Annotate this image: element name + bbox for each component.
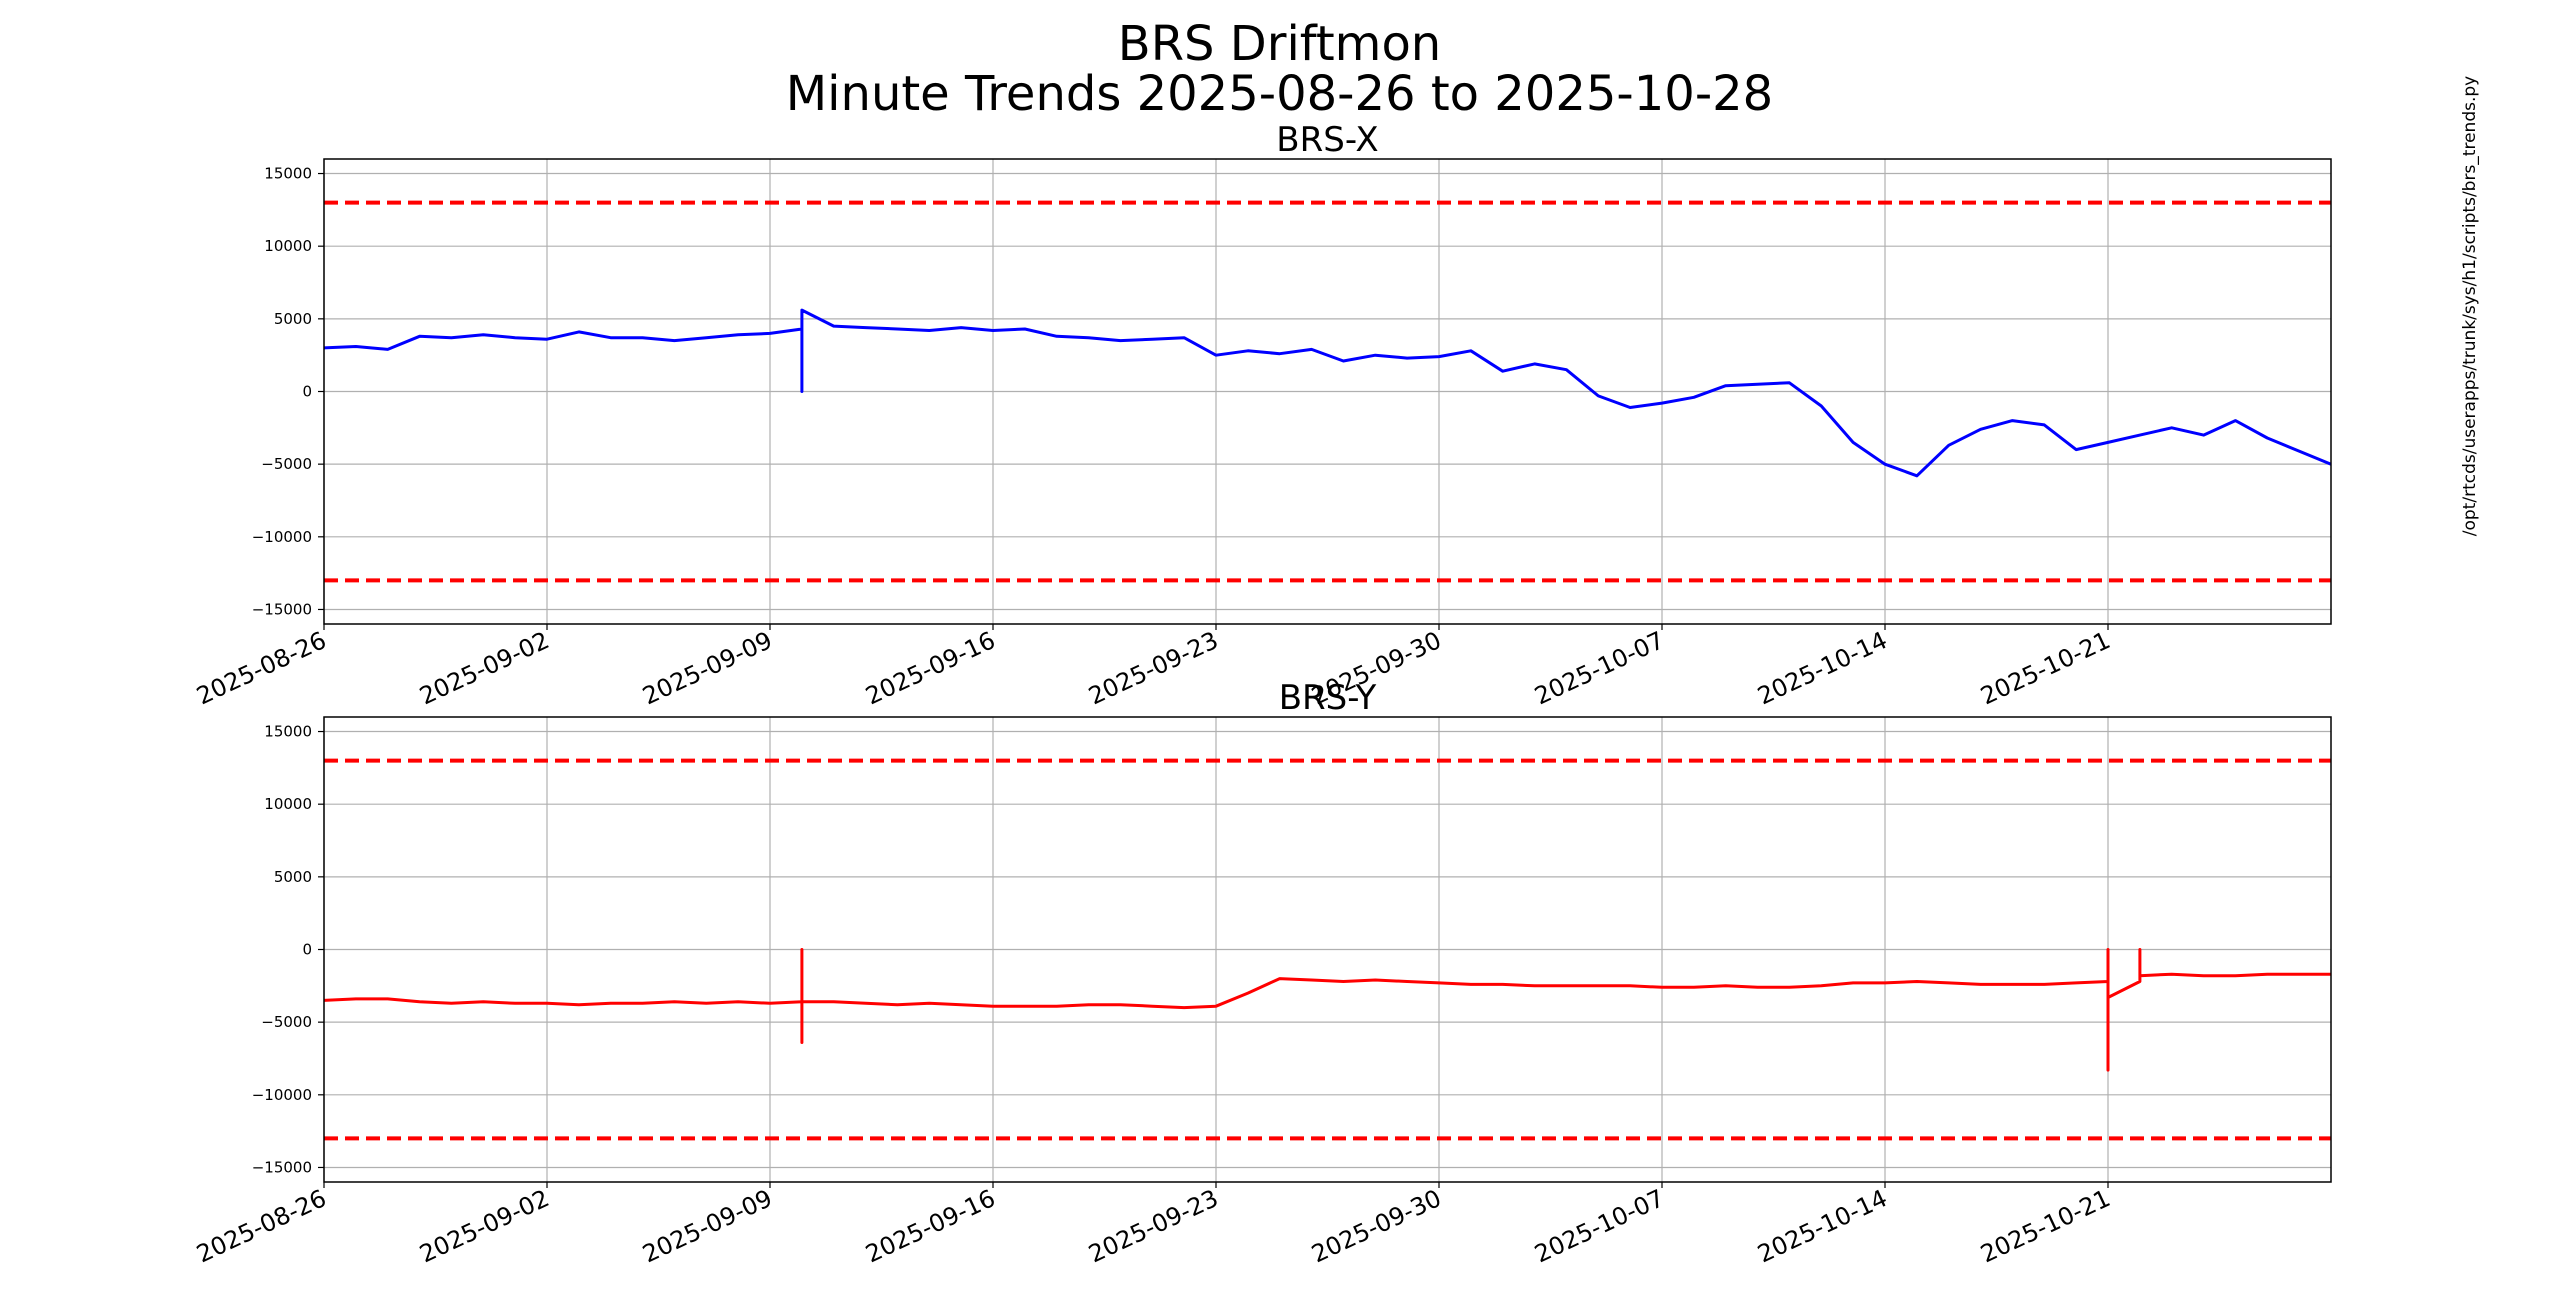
- x-tick-label: 2025-09-23: [1084, 626, 1222, 710]
- y-tick-label: 15000: [264, 723, 312, 741]
- figure-title-line2: Minute Trends 2025-08-26 to 2025-10-28: [785, 66, 1774, 122]
- x-tick-label: 2025-09-09: [638, 626, 776, 710]
- series-line: [324, 948, 2331, 1072]
- x-tick-label: 2025-09-16: [861, 1184, 999, 1268]
- x-tick-label: 2025-09-16: [861, 626, 999, 710]
- y-tick-label: 0: [302, 941, 312, 959]
- series-line: [324, 308, 2331, 478]
- y-tick-label: −5000: [261, 455, 312, 473]
- y-tick-label: 5000: [274, 868, 312, 886]
- panel-title: BRS-X: [1276, 120, 1378, 160]
- y-tick-label: 10000: [264, 237, 312, 255]
- x-tick-label: 2025-09-30: [1307, 1184, 1445, 1268]
- x-tick-label: 2025-10-14: [1753, 1184, 1891, 1268]
- x-tick-label: 2025-10-21: [1976, 1184, 2114, 1268]
- panel-title: BRS-Y: [1279, 678, 1377, 718]
- y-tick-label: −15000: [252, 1158, 312, 1176]
- x-tick-label: 2025-10-07: [1530, 626, 1668, 710]
- axes-frame: [323, 716, 2332, 1183]
- axes-frame: [323, 158, 2332, 625]
- x-tick-label: 2025-09-02: [415, 1184, 553, 1268]
- x-tick-label: 2025-10-21: [1976, 626, 2114, 710]
- x-tick-label: 2025-08-26: [192, 626, 330, 710]
- figure-title-line1: BRS Driftmon: [1117, 16, 1442, 72]
- x-tick-label: 2025-09-23: [1084, 1184, 1222, 1268]
- chart-panel-2: 15000 10000 5000 0 −5000 −10000 −15000 2025-08-…: [192, 678, 2332, 1268]
- y-tick-label: −10000: [252, 528, 312, 546]
- x-tick-label: 2025-08-26: [192, 1184, 330, 1268]
- y-tick-label: −15000: [252, 600, 312, 618]
- y-tick-label: 15000: [264, 165, 312, 183]
- y-tick-label: 5000: [274, 310, 312, 328]
- chart-panel-1: 15000 10000 5000 0 −5000 −10000 −15000 2025-08-…: [192, 120, 2332, 710]
- x-tick-label: 2025-09-02: [415, 626, 553, 710]
- y-tick-label: 0: [302, 383, 312, 401]
- y-tick-label: −10000: [252, 1086, 312, 1104]
- x-tick-label: 2025-09-09: [638, 1184, 776, 1268]
- x-tick-label: 2025-10-14: [1753, 626, 1891, 710]
- x-tick-label: 2025-10-07: [1530, 1184, 1668, 1268]
- y-tick-label: 10000: [264, 795, 312, 813]
- y-tick-label: −5000: [261, 1013, 312, 1031]
